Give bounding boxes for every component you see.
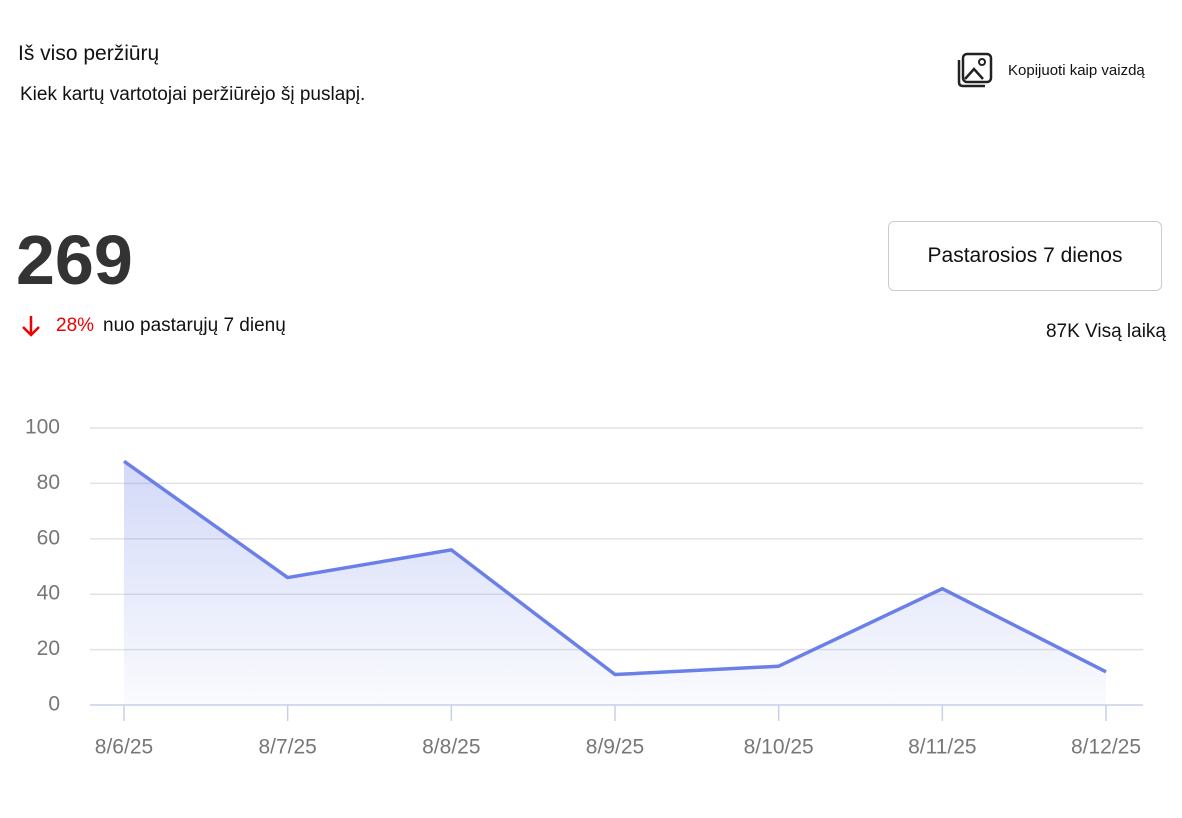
y-tick-label: 100 bbox=[25, 416, 60, 439]
y-tick-label: 60 bbox=[37, 526, 60, 549]
title: Iš viso peržiūrų bbox=[18, 42, 160, 65]
change-text: nuo pastarųjų 7 dienų bbox=[103, 315, 286, 336]
period-button[interactable]: Pastarosios 7 dienos bbox=[888, 221, 1162, 291]
x-tick-label: 8/7/25 bbox=[258, 736, 316, 759]
area bbox=[124, 461, 1106, 705]
subtitle: Kiek kartų vartotojai peržiūrėjo šį pusl… bbox=[20, 84, 366, 105]
change-percent: 28% bbox=[56, 315, 95, 336]
y-tick-label: 80 bbox=[37, 471, 60, 494]
down-arrow bbox=[22, 316, 40, 337]
x-tick-label: 8/6/25 bbox=[95, 736, 153, 759]
y-tick-label: 20 bbox=[37, 637, 60, 660]
x-tick-label: 8/12/25 bbox=[1071, 736, 1141, 759]
copy-label: Kopijuoti kaip vaizdą bbox=[1008, 61, 1145, 79]
change: 28% nuo pastarųjų 7 dienų bbox=[20, 314, 286, 338]
x-tick-label: 8/8/25 bbox=[422, 736, 480, 759]
copy-button[interactable]: Kopijuoti kaip vaizdą bbox=[956, 52, 1145, 88]
image-icon bbox=[957, 52, 993, 88]
x-tick-label: 8/10/25 bbox=[744, 736, 814, 759]
y-tick-label: 0 bbox=[48, 693, 60, 716]
total-views: 269 bbox=[16, 221, 133, 299]
x-tick-label: 8/9/25 bbox=[586, 736, 644, 759]
chart: 0 20 40 60 80 100 8/6/25 8/7/25 8/8/25 8/9/25 8/10… bbox=[25, 416, 1143, 759]
y-tick-label: 40 bbox=[37, 582, 60, 605]
all-time: 87K Visą laiką bbox=[1045, 321, 1166, 342]
line bbox=[122, 459, 1107, 677]
x-tick-label: 8/11/25 bbox=[908, 736, 977, 759]
